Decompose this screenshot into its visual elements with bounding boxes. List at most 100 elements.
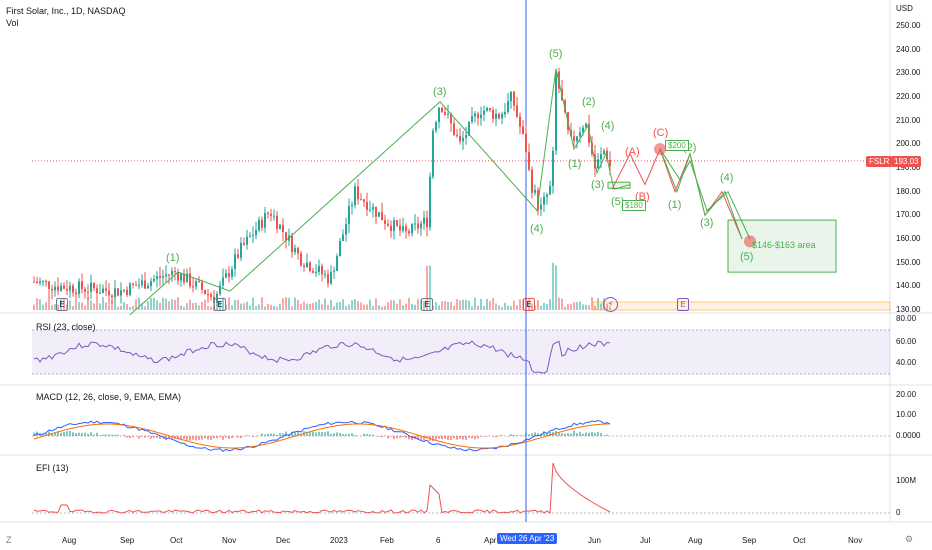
- candle-body: [327, 274, 329, 284]
- volume-bar: [243, 303, 245, 310]
- candle-body: [306, 262, 308, 268]
- candle-body: [378, 212, 380, 217]
- macd-histogram-bar: [534, 432, 536, 436]
- candle-body: [540, 204, 542, 210]
- earnings-marker-5[interactable]: E: [677, 298, 689, 311]
- macd-histogram-bar: [423, 436, 425, 441]
- candle-body: [270, 213, 272, 216]
- volume-bar: [471, 306, 473, 310]
- volume-bar: [504, 302, 506, 310]
- macd-label[interactable]: MACD (12, 26, close, 9, EMA, EMA): [36, 392, 182, 402]
- volume-bar: [441, 301, 443, 310]
- volume-bar: [162, 297, 164, 310]
- price-tick: 190.00: [896, 163, 921, 172]
- volume-bar: [126, 304, 128, 310]
- volume-bar: [228, 297, 230, 310]
- candle-body: [429, 176, 431, 228]
- macd-histogram-bar: [66, 431, 68, 436]
- candle-body: [48, 281, 50, 289]
- corr-C: (C): [653, 127, 669, 139]
- volume-bar: [171, 299, 173, 310]
- candle-body: [300, 253, 302, 266]
- candle-body: [291, 235, 293, 253]
- macd-histogram-bar: [147, 436, 149, 438]
- macd-histogram-bar: [60, 432, 62, 436]
- earnings-marker-4[interactable]: E: [523, 298, 535, 311]
- macd-histogram-bar: [564, 433, 566, 436]
- candle-body: [321, 265, 323, 275]
- candle-body: [375, 206, 377, 217]
- volume-bar: [99, 303, 101, 310]
- candle-body: [360, 199, 362, 201]
- candle-body: [606, 150, 608, 160]
- macd-histogram-bar: [327, 431, 329, 436]
- rsi-band: [32, 330, 890, 374]
- candle-body: [201, 282, 203, 290]
- price-tick: 170.00: [896, 210, 921, 220]
- candle-body: [366, 201, 368, 211]
- macd-histogram-bar: [567, 432, 569, 436]
- candle-body: [480, 114, 482, 119]
- settings-icon[interactable]: ⚙: [905, 534, 914, 544]
- time-tick: 6: [436, 536, 441, 545]
- timezone-icon[interactable]: Z: [6, 535, 12, 545]
- candle-body: [258, 219, 260, 231]
- candle-body: [141, 280, 143, 286]
- candle-body: [117, 288, 119, 296]
- volume-bar: [474, 297, 476, 310]
- time-tick: Dec: [276, 536, 291, 545]
- macd-histogram-bar: [570, 433, 572, 436]
- macd-histogram-bar: [438, 436, 440, 439]
- volume-bar: [597, 298, 599, 310]
- volume-bar: [117, 306, 119, 310]
- candle-body: [285, 232, 287, 241]
- macd-histogram-bar: [312, 431, 314, 436]
- candle-body: [102, 288, 104, 293]
- volume-bar: [582, 304, 584, 310]
- time-tick: Aug: [688, 536, 703, 545]
- efi-tick: 100M: [896, 476, 917, 485]
- candle-body: [51, 288, 53, 291]
- lightning-icon[interactable]: ⚡: [603, 297, 618, 312]
- macd-histogram-bar: [129, 436, 131, 438]
- macd-histogram-bar: [579, 431, 581, 436]
- volume-bar: [177, 297, 179, 310]
- candle-body: [192, 286, 194, 288]
- candle-body: [369, 209, 371, 211]
- chart-title[interactable]: First Solar, Inc., 1D, NASDAQ: [6, 6, 126, 16]
- macd-histogram-bar: [411, 436, 413, 441]
- volume-bar: [537, 299, 539, 310]
- volume-bar: [354, 299, 356, 310]
- price-tick: 150.00: [896, 257, 921, 267]
- candle-body: [153, 278, 155, 282]
- earnings-marker-1[interactable]: E: [56, 298, 68, 311]
- elliott-wave-main: [129, 68, 557, 316]
- candle-body: [525, 133, 527, 153]
- earnings-marker-3[interactable]: E: [421, 298, 433, 311]
- efi-label[interactable]: EFI (13): [36, 463, 69, 473]
- volume-bar: [51, 305, 53, 310]
- candle-body: [297, 248, 299, 254]
- candle-body: [390, 225, 392, 232]
- candle-body: [555, 71, 557, 151]
- time-tick: Nov: [222, 536, 237, 545]
- candle-body: [402, 226, 404, 231]
- candle-body: [165, 274, 167, 277]
- rsi-label[interactable]: RSI (23, close): [36, 322, 96, 332]
- macd-histogram-bar: [444, 436, 446, 439]
- earnings-marker-2[interactable]: E: [214, 298, 226, 311]
- macd-histogram-bar: [273, 433, 275, 436]
- volume-bar: [450, 301, 452, 310]
- volume-bar: [48, 297, 50, 310]
- volume-bar: [549, 299, 551, 310]
- target-180: $180: [622, 200, 646, 211]
- volume-bar: [429, 265, 431, 310]
- candle-body: [198, 281, 200, 283]
- macd-histogram-bar: [498, 435, 500, 436]
- volume-bar: [129, 306, 131, 310]
- macd-histogram-bar: [582, 433, 584, 436]
- candle-body: [573, 136, 575, 142]
- volume-bar: [57, 304, 59, 310]
- volume-bar: [138, 297, 140, 310]
